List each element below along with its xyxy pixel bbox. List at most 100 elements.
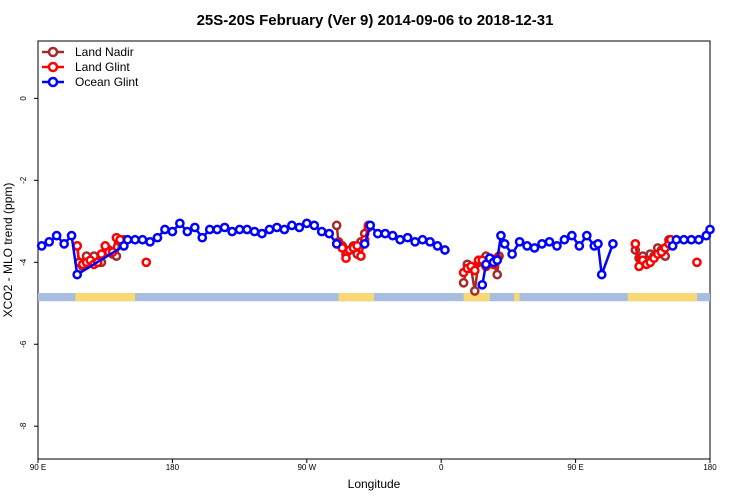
- legend-label-land-nadir: Land Nadir: [75, 45, 134, 59]
- ocean-glint-point-2-14: [559, 234, 570, 245]
- land-segment-0: [75, 293, 136, 302]
- land-segment-4: [627, 293, 697, 302]
- ocean-glint-point-0-26: [264, 224, 275, 235]
- ocean-glint-point-0-20: [219, 222, 230, 233]
- ocean-glint-point-0-4: [66, 230, 77, 241]
- land-nadir-point-1-0: [331, 220, 342, 231]
- y-tick-label-3: -6: [19, 340, 28, 348]
- legend-marker-land-glint: [47, 61, 59, 73]
- ocean-glint-point-1-3: [380, 228, 391, 239]
- ocean-glint-point-2-19: [593, 239, 603, 249]
- ocean-glint-point-0-5: [72, 269, 83, 280]
- ocean-glint-point-0-17: [197, 232, 208, 243]
- land-segment-1: [338, 293, 374, 302]
- legend-label-ocean-glint: Ocean Glint: [75, 75, 139, 89]
- land-ocean-band: [38, 293, 710, 302]
- ocean-glint-point-0-34: [324, 228, 335, 239]
- ocean-glint-point-0-30: [294, 222, 305, 233]
- ocean-glint-point-2-12: [544, 236, 555, 247]
- ocean-glint-point-1-8: [417, 234, 428, 245]
- ocean-glint-point-0-1: [44, 236, 55, 247]
- ocean-glint-point-1-11: [440, 245, 450, 255]
- y-tick-label-0: 0: [19, 96, 28, 101]
- ocean-glint-point-2-0: [477, 279, 488, 290]
- ocean-glint-point-0-15: [182, 226, 193, 237]
- land-glint-point-1-0: [141, 257, 152, 268]
- ocean-glint-point-0-8: [130, 234, 140, 245]
- land-glint-point-0-7: [96, 249, 107, 259]
- ocean-glint-point-2-4: [492, 255, 503, 266]
- legend-marker-land-nadir: [47, 46, 59, 58]
- x-tick-label-2: 90 W: [297, 463, 316, 472]
- ocean-glint-point-3-2: [679, 234, 689, 245]
- land-glint-point-2-2: [341, 253, 351, 264]
- land-glint-point-2-5: [352, 241, 363, 251]
- ocean-glint-point-3-1: [671, 234, 682, 245]
- series-ocean-glint: [36, 218, 715, 290]
- ocean-glint-point-2-10: [529, 243, 540, 253]
- y-tick-label-4: -8: [19, 422, 28, 430]
- ocean-glint-point-0-18: [204, 224, 215, 235]
- ocean-glint-point-1-0: [359, 239, 370, 249]
- land-nadir-point-2-9: [492, 269, 503, 280]
- ocean-glint-point-0-11: [152, 232, 163, 243]
- ocean-glint-point-2-7: [507, 249, 517, 259]
- land-segment-3: [514, 293, 520, 302]
- y-tick-label-2: -4: [19, 258, 28, 266]
- ocean-glint-point-2-15: [567, 230, 577, 241]
- ocean-glint-point-0-12: [160, 224, 170, 235]
- ocean-glint-point-0-3: [59, 239, 69, 249]
- ocean-glint-point-2-5: [496, 230, 506, 241]
- y-axis-label: XCO2 - MLO trend (ppm): [1, 183, 15, 318]
- series-layer: [36, 218, 715, 296]
- y-axis-ticks: 0 -2 -4 -6 -8: [19, 96, 38, 430]
- x-axis-label: Longitude: [348, 477, 401, 491]
- ocean-glint-point-0-2: [51, 230, 62, 241]
- ocean-glint-point-2-11: [537, 239, 547, 249]
- ocean-glint-point-2-21: [608, 239, 618, 249]
- chart-title: 25S-20S February (Ver 9) 2014-09-06 to 2…: [197, 12, 554, 29]
- ocean-glint-point-0-23: [242, 224, 252, 235]
- ocean-glint-point-0-33: [316, 226, 327, 237]
- ocean-glint-point-1-10: [432, 241, 443, 251]
- ocean-glint-point-0-35: [331, 239, 342, 249]
- ocean-glint-point-0-9: [137, 234, 148, 245]
- ocean-glint-point-3-4: [693, 234, 704, 245]
- land-glint-point-4-0: [630, 239, 641, 249]
- x-tick-label-4: 90 E: [567, 463, 583, 472]
- ocean-glint-point-1-6: [402, 232, 413, 243]
- x-tick-label-1: 180: [166, 463, 180, 472]
- land-segment-2: [463, 293, 490, 302]
- land-glint-point-5-0: [692, 257, 702, 268]
- ocean-glint-point-0-13: [167, 226, 178, 237]
- x-axis-ticks: 90 E 180 90 W 0 90 E 180: [30, 459, 717, 472]
- ocean-glint-point-0-22: [234, 224, 245, 235]
- ocean-glint-point-0-21: [227, 226, 237, 237]
- ocean-glint-point-0-7: [122, 234, 133, 245]
- ocean-glint-point-0-32: [309, 220, 320, 231]
- ocean-glint-point-0-0: [36, 241, 47, 251]
- ocean-glint-point-0-29: [287, 220, 297, 231]
- plot-frame: [37, 40, 711, 460]
- ocean-glint-point-1-5: [395, 234, 405, 245]
- ocean-glint-point-0-10: [145, 236, 155, 247]
- ocean-glint-point-3-6: [705, 224, 715, 235]
- ocean-glint-point-0-31: [301, 218, 312, 229]
- ocean-glint-point-0-19: [212, 224, 223, 235]
- ocean-glint-point-2-17: [581, 230, 592, 241]
- ocean-glint-point-0-25: [257, 228, 267, 239]
- ocean-glint-point-1-2: [372, 228, 383, 239]
- ocean-glint-point-1-4: [387, 230, 398, 241]
- ocean-glint-point-0-24: [249, 226, 260, 237]
- ocean-glint-point-2-6: [499, 239, 510, 249]
- ocean-glint-point-2-20: [596, 269, 607, 280]
- ocean-glint-point-0-28: [279, 224, 290, 235]
- land-nadir-point-2-3: [469, 286, 480, 296]
- ocean-glint-point-1-9: [425, 236, 435, 247]
- ocean-glint-point-0-27: [272, 222, 282, 233]
- legend-marker-ocean-glint: [47, 76, 59, 88]
- x-tick-label-0: 90 E: [30, 463, 46, 472]
